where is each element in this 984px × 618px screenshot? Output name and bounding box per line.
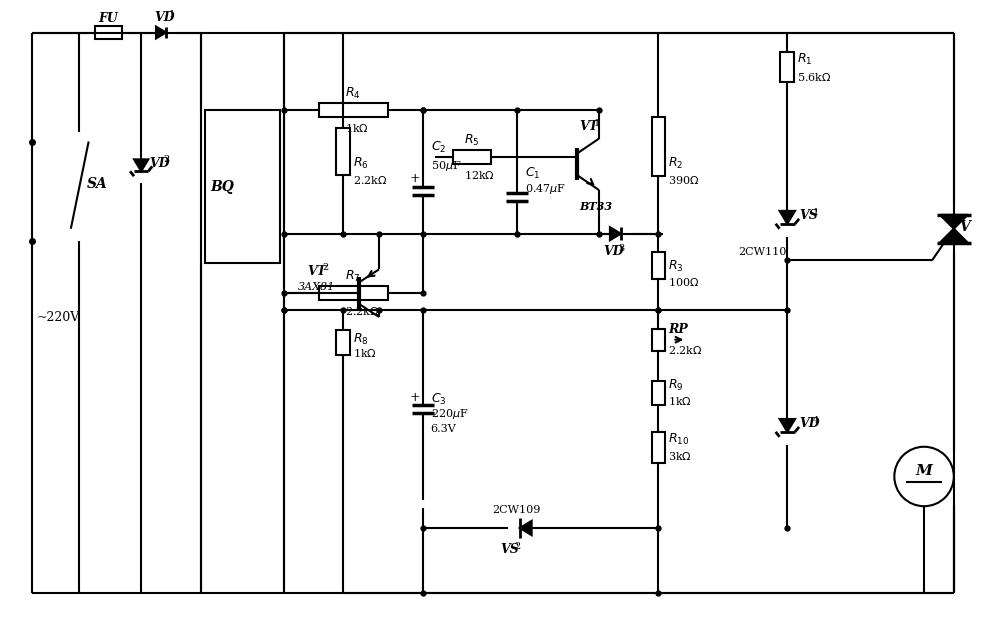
Bar: [94, 25, 122, 40]
Text: 2CW109: 2CW109: [492, 505, 540, 515]
Text: 2.2k$\Omega$: 2.2k$\Omega$: [668, 344, 703, 355]
Text: $C_2$: $C_2$: [431, 140, 446, 155]
Text: $R_8$: $R_8$: [353, 332, 369, 347]
Bar: [651, 381, 665, 405]
Text: 0.47$\mu$F: 0.47$\mu$F: [524, 182, 566, 196]
Text: $R_5$: $R_5$: [464, 133, 480, 148]
Polygon shape: [156, 27, 166, 38]
Polygon shape: [134, 159, 149, 171]
Text: VD: VD: [154, 11, 175, 24]
Bar: [205, 110, 279, 263]
Text: 3: 3: [618, 243, 624, 253]
Text: $R_3$: $R_3$: [668, 260, 684, 274]
Text: 1: 1: [169, 10, 175, 19]
Text: 2: 2: [163, 155, 169, 164]
Text: VS: VS: [799, 210, 818, 222]
Text: $R_2$: $R_2$: [668, 156, 684, 171]
Bar: [319, 103, 388, 117]
Text: VT: VT: [580, 120, 598, 133]
Text: 2.2k$\Omega$: 2.2k$\Omega$: [353, 174, 388, 185]
Text: $R_{10}$: $R_{10}$: [668, 432, 690, 447]
Text: 2: 2: [323, 263, 329, 273]
Bar: [337, 330, 350, 355]
Text: BQ: BQ: [211, 180, 234, 193]
Bar: [780, 53, 794, 82]
Text: VD: VD: [150, 157, 169, 170]
Text: RP: RP: [668, 323, 688, 336]
Polygon shape: [940, 229, 967, 243]
Circle shape: [894, 447, 953, 506]
Bar: [651, 433, 665, 463]
Text: 5.6k$\Omega$: 5.6k$\Omega$: [797, 71, 831, 83]
Polygon shape: [779, 419, 795, 432]
Text: 1k$\Omega$: 1k$\Omega$: [353, 347, 377, 358]
Text: V: V: [958, 220, 969, 234]
Text: 100$\Omega$: 100$\Omega$: [668, 276, 700, 288]
Text: VD: VD: [603, 245, 624, 258]
Text: 2.2k$\Omega$: 2.2k$\Omega$: [345, 305, 380, 317]
Text: 2CW110: 2CW110: [738, 247, 786, 256]
Text: 220$\mu$F: 220$\mu$F: [431, 407, 468, 421]
Text: $C_3$: $C_3$: [431, 392, 446, 407]
Text: ~220V: ~220V: [36, 311, 80, 324]
Bar: [651, 329, 665, 350]
Text: VS: VS: [500, 543, 519, 556]
Text: +: +: [409, 391, 420, 404]
Text: 2: 2: [515, 542, 522, 551]
Text: $R_7$: $R_7$: [345, 269, 361, 284]
Polygon shape: [940, 215, 967, 229]
Text: 3AX81: 3AX81: [298, 282, 335, 292]
Text: 12k$\Omega$: 12k$\Omega$: [464, 169, 495, 181]
Text: FU: FU: [98, 12, 118, 25]
Text: M: M: [916, 464, 933, 478]
Text: 390$\Omega$: 390$\Omega$: [668, 174, 700, 185]
Text: 1: 1: [594, 119, 600, 128]
Text: 4: 4: [813, 416, 820, 425]
Text: 1k$\Omega$: 1k$\Omega$: [668, 395, 692, 407]
Text: 1k$\Omega$: 1k$\Omega$: [345, 122, 369, 133]
Polygon shape: [610, 227, 621, 240]
Text: BT33: BT33: [580, 201, 612, 213]
Text: VD: VD: [799, 417, 820, 431]
Text: +: +: [409, 172, 420, 185]
Bar: [651, 252, 665, 279]
Polygon shape: [520, 521, 531, 535]
Text: SA: SA: [87, 177, 107, 191]
Bar: [651, 117, 665, 177]
Bar: [319, 286, 388, 300]
Text: 3k$\Omega$: 3k$\Omega$: [668, 450, 692, 462]
Text: 1: 1: [813, 208, 820, 217]
Bar: [337, 129, 350, 176]
Text: $R_6$: $R_6$: [353, 156, 369, 171]
Polygon shape: [779, 211, 795, 224]
Text: $R_1$: $R_1$: [797, 52, 813, 67]
Bar: [454, 150, 491, 164]
Text: 50$\mu$F: 50$\mu$F: [431, 159, 461, 173]
Text: $R_4$: $R_4$: [345, 85, 361, 101]
Text: VT: VT: [308, 265, 327, 278]
Text: $R_9$: $R_9$: [668, 378, 684, 393]
Text: $C_1$: $C_1$: [524, 166, 540, 181]
Text: 6.3V: 6.3V: [431, 424, 457, 434]
